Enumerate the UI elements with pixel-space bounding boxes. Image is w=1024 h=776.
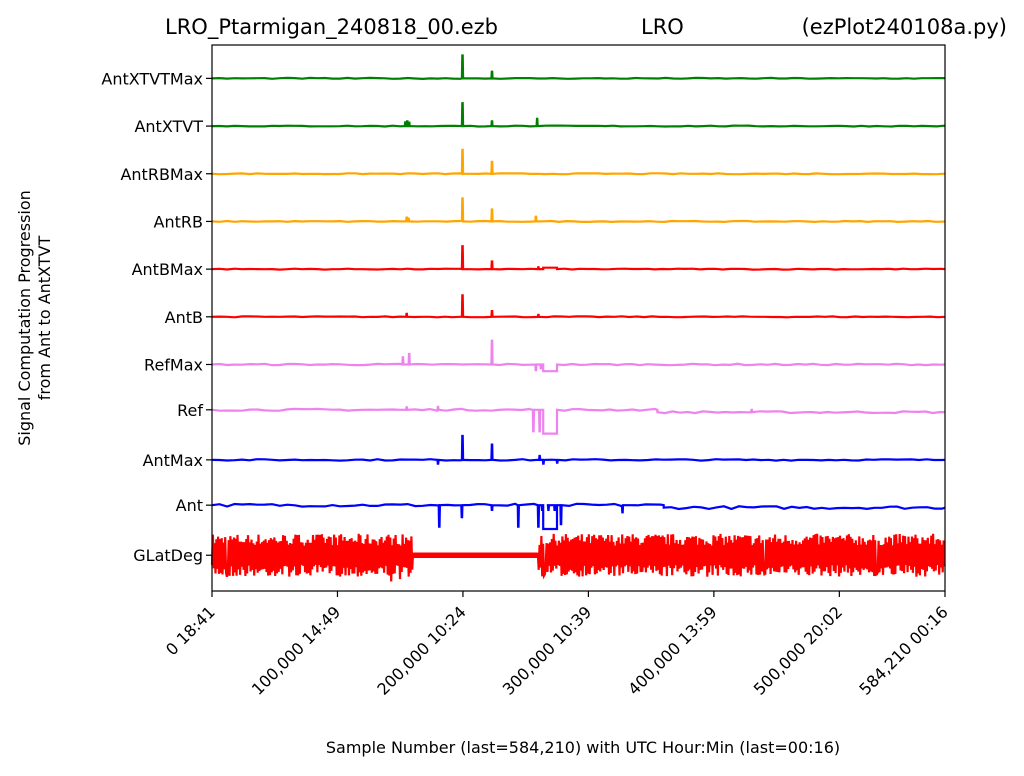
y-axis-label-line1: Signal Computation Progression — [15, 190, 34, 446]
y-tick-label-antrbmax: AntRBMax — [120, 165, 203, 184]
x-tick-label: 300,000 10:39 — [499, 602, 595, 698]
title-program: (ezPlot240108a.py) — [802, 15, 1007, 39]
x-tick-label: 500,000 20:02 — [750, 602, 846, 698]
y-axis-label: Signal Computation Progression from Ant … — [15, 190, 54, 446]
plot-traces — [210, 54, 946, 582]
y-tick-label-ref: Ref — [177, 401, 203, 420]
series-antxtvt-line — [211, 102, 946, 128]
y-tick-label-antmax: AntMax — [143, 451, 203, 470]
y-tick-label-antrb: AntRB — [154, 212, 203, 231]
x-tick-label: 0 18:41 — [162, 602, 219, 659]
plot-frame — [211, 44, 946, 592]
y-tick-label-antbmax: AntBMax — [132, 260, 203, 279]
y-tick-label-glatdeg: GLatDeg — [133, 546, 203, 565]
series-antb-line — [211, 294, 946, 319]
y-tick-label-antxtvtmax: AntXTVTMax — [101, 69, 203, 88]
x-tick-label: 200,000 10:24 — [373, 602, 469, 698]
series-antrb-line — [211, 197, 946, 224]
x-tick-label: 584,210 00:16 — [855, 602, 951, 698]
y-tick-label-antxtvt: AntXTVT — [134, 117, 203, 136]
chart-title: LRO_Ptarmigan_240818_00.ezb LRO (ezPlot2… — [165, 15, 1007, 40]
y-tick-label-ant: Ant — [176, 496, 203, 515]
series-ref-line — [211, 405, 946, 435]
title-file: LRO_Ptarmigan_240818_00.ezb — [165, 15, 498, 40]
x-tick-label: 100,000 14:49 — [248, 602, 344, 698]
x-axis-label: Sample Number (last=584,210) with UTC Ho… — [326, 738, 840, 757]
series-refmax-line — [211, 339, 946, 373]
x-axis-ticks: 0 18:41 100,000 14:49 200,000 10:24 300,000… — [162, 591, 952, 699]
series-antbmax-line — [211, 245, 946, 271]
title-station: LRO — [641, 15, 684, 39]
x-tick-label: 400,000 13:59 — [624, 602, 720, 698]
y-axis-ticks: GLatDeg Ant AntMax Ref RefMax AntB AntBMax AntR… — [101, 69, 212, 565]
y-tick-label-antb: AntB — [165, 308, 203, 327]
series-ant-line — [211, 502, 946, 531]
series-glatdeg-line — [210, 533, 946, 582]
series-antxtvtmax-line — [211, 54, 946, 81]
series-antrbmax-line — [211, 148, 946, 176]
series-antmax-line — [211, 434, 946, 465]
y-tick-label-refmax: RefMax — [144, 355, 203, 374]
y-axis-label-line2: from Ant to AntXTVT — [35, 236, 54, 401]
